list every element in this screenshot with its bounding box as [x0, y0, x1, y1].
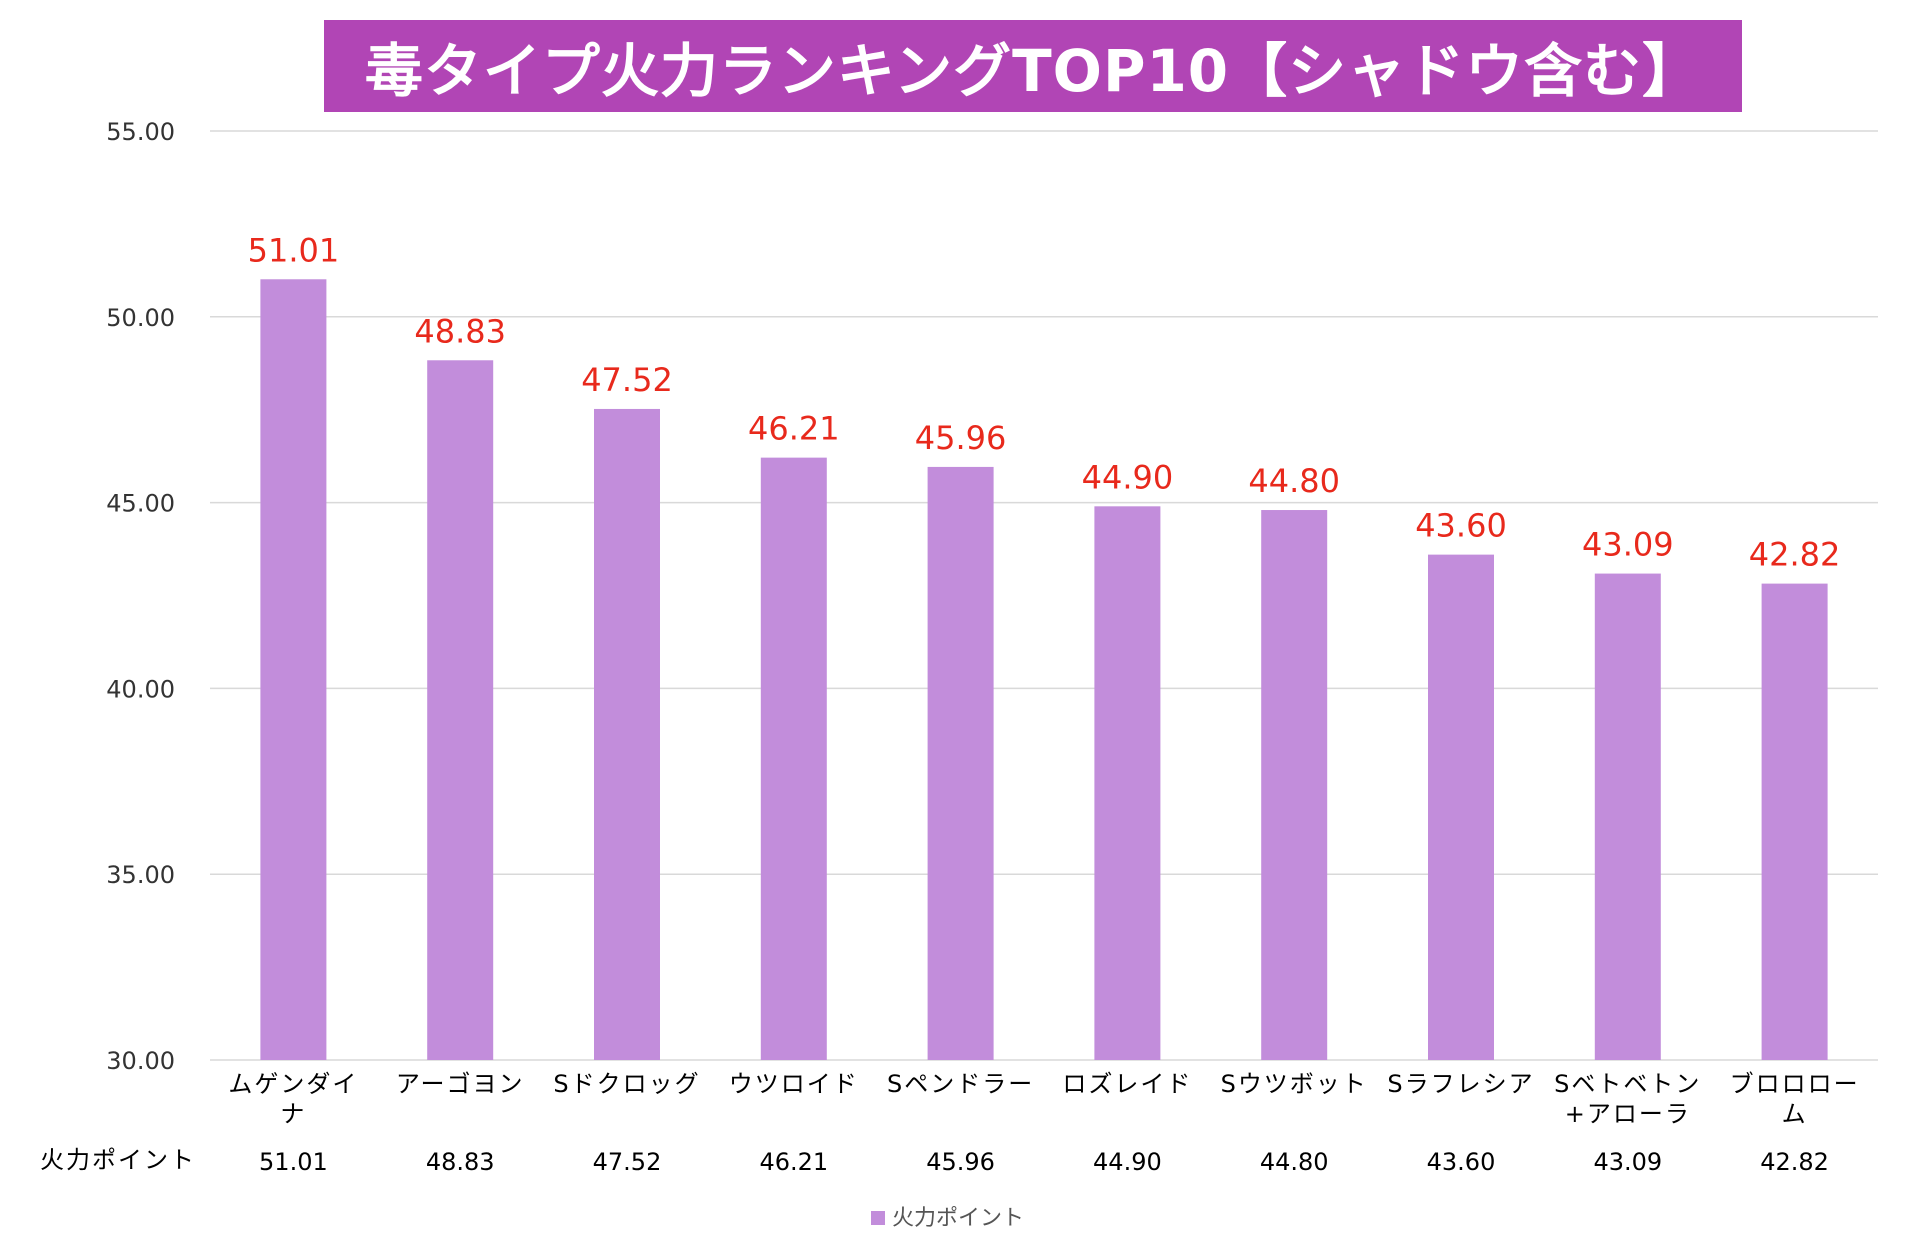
data-label: 43.09 — [1582, 526, 1674, 564]
data-label: 43.60 — [1415, 507, 1507, 545]
legend-label: 火力ポイント — [892, 1206, 1024, 1231]
chart-title-banner: 毒タイプ火力ランキングTOP10【シャドウ含む】 — [324, 20, 1742, 112]
x-category-label: Sウツボット — [1221, 1070, 1368, 1098]
table-cell: 42.82 — [1760, 1148, 1829, 1176]
bar — [260, 279, 327, 1060]
data-label: 44.90 — [1082, 458, 1174, 496]
data-label: 46.21 — [748, 410, 840, 448]
y-axis: 30.00 35.00 40.00 45.00 50.00 55.00 — [106, 118, 175, 1075]
table-cell: 46.21 — [759, 1148, 828, 1176]
table-cell: 44.90 — [1093, 1148, 1162, 1176]
x-category-label: +アローラ — [1565, 1100, 1691, 1128]
bar — [760, 457, 827, 1060]
bar — [1594, 573, 1661, 1060]
data-label: 42.82 — [1749, 536, 1841, 574]
bar — [1261, 510, 1328, 1061]
x-category-label: Sドクロッグ — [553, 1070, 700, 1098]
bar — [427, 360, 494, 1060]
table-cell: 51.01 — [259, 1148, 328, 1176]
table-cell: 47.52 — [593, 1148, 662, 1176]
y-tick-label: 55.00 — [106, 118, 175, 146]
bar — [927, 466, 994, 1060]
y-tick-label: 40.00 — [106, 675, 175, 703]
bar — [1094, 506, 1161, 1060]
x-category-label: アーゴヨン — [396, 1070, 525, 1098]
x-category-label: ブロロロー — [1730, 1070, 1860, 1098]
bar — [1428, 554, 1494, 1060]
x-category-label: Sペンドラー — [887, 1070, 1034, 1098]
table-row-header: 火力ポイント — [40, 1146, 196, 1174]
table-cell: 44.80 — [1260, 1148, 1329, 1176]
x-category-label: ムゲンダイ — [228, 1070, 358, 1098]
table-cell: 43.09 — [1593, 1148, 1662, 1176]
bar — [594, 408, 660, 1060]
bars — [260, 279, 1828, 1061]
chart-title: 毒タイプ火力ランキングTOP10【シャドウ含む】 — [364, 37, 1702, 105]
y-tick-label: 45.00 — [106, 490, 175, 518]
x-category-label: ウツロイド — [729, 1070, 859, 1098]
y-tick-label: 30.00 — [106, 1047, 175, 1075]
data-labels: 51.01 48.83 47.52 46.21 45.96 44.90 44.80 43.60… — [248, 231, 1841, 573]
table-cell: 43.60 — [1427, 1148, 1496, 1176]
x-category-label: Sベトベトン — [1554, 1070, 1701, 1098]
y-tick-label: 50.00 — [106, 304, 175, 332]
table-cell: 48.83 — [426, 1148, 495, 1176]
x-category-label: ム — [1782, 1100, 1808, 1128]
x-category-label: ナ — [280, 1100, 306, 1128]
data-label: 44.80 — [1248, 462, 1340, 500]
data-label: 47.52 — [581, 361, 673, 399]
legend-swatch — [871, 1211, 885, 1225]
data-label: 51.01 — [248, 231, 340, 269]
data-label: 45.96 — [915, 419, 1007, 457]
table-cell: 45.96 — [926, 1148, 995, 1176]
data-label: 48.83 — [414, 312, 506, 350]
x-category-label: Sラフレシア — [1387, 1070, 1534, 1098]
data-table: 火力ポイント 51.01 48.83 47.52 46.21 45.96 44.90 44.8… — [40, 1146, 1829, 1176]
x-category-label: ロズレイド — [1062, 1070, 1192, 1098]
y-tick-label: 35.00 — [106, 861, 175, 889]
legend: 火力ポイント — [871, 1206, 1024, 1231]
bar — [1761, 583, 1828, 1060]
